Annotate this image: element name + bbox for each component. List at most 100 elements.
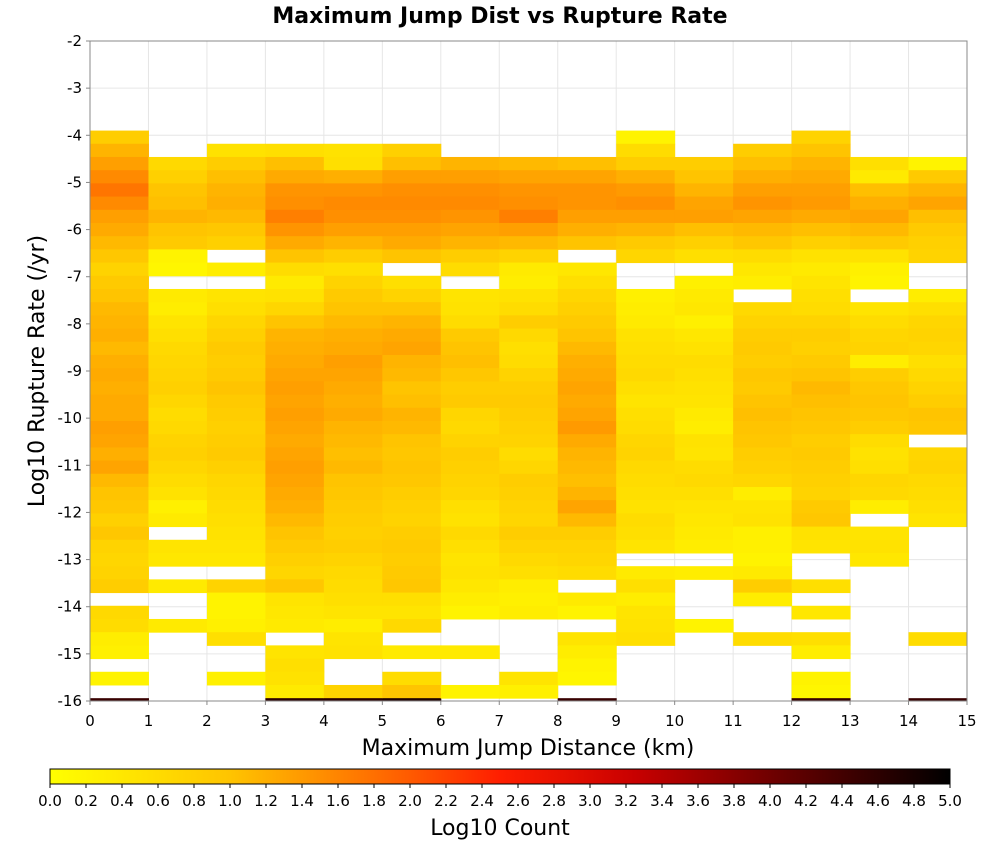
heatmap-cell xyxy=(441,315,500,329)
heatmap-cell xyxy=(90,289,149,303)
heatmap-cell xyxy=(324,368,383,382)
heatmap-cell xyxy=(265,210,324,224)
heatmap-cell xyxy=(265,381,324,395)
heatmap-cell xyxy=(441,302,500,316)
heatmap-cell xyxy=(207,197,266,211)
heatmap-cell xyxy=(616,157,675,171)
heatmap-cell xyxy=(792,408,851,422)
heatmap-cell xyxy=(909,197,968,211)
heatmap-cell xyxy=(558,408,617,422)
heatmap-cell xyxy=(909,632,968,646)
colorbar-label: Log10 Count xyxy=(430,816,570,841)
heatmap-cell xyxy=(90,579,149,593)
heatmap-cell xyxy=(441,487,500,501)
heatmap-cell xyxy=(792,368,851,382)
heatmap-cell xyxy=(148,329,207,343)
heatmap-cell xyxy=(850,408,909,422)
heatmap-cell xyxy=(324,315,383,329)
heatmap-cell xyxy=(324,210,383,224)
heatmap-cell xyxy=(148,170,207,184)
heatmap-cell xyxy=(324,197,383,211)
y-tick-label: -16 xyxy=(58,692,83,710)
y-tick-label: -9 xyxy=(67,362,82,380)
heatmap-cell xyxy=(382,236,441,250)
heatmap-cell xyxy=(733,144,792,158)
heatmap-cell xyxy=(207,487,266,501)
heatmap-cell xyxy=(265,197,324,211)
heatmap-cell xyxy=(558,395,617,409)
heatmap-cell xyxy=(733,579,792,593)
heatmap-cell xyxy=(441,408,500,422)
heatmap-cell xyxy=(441,579,500,593)
heatmap-cell xyxy=(499,368,558,382)
heatmap-cell xyxy=(324,513,383,527)
heatmap-cell xyxy=(148,342,207,356)
heatmap-cell xyxy=(207,513,266,527)
heatmap-cell xyxy=(733,632,792,646)
heatmap-cell xyxy=(324,527,383,541)
heatmap-cell xyxy=(558,381,617,395)
heatmap-cell xyxy=(90,645,149,659)
heatmap-cell xyxy=(90,500,149,514)
heatmap-cell xyxy=(207,474,266,488)
heatmap-cell xyxy=(265,447,324,461)
heatmap-cell xyxy=(558,421,617,435)
heatmap-cell xyxy=(558,513,617,527)
heatmap-cell xyxy=(265,276,324,290)
x-tick-label: 5 xyxy=(378,712,388,730)
heatmap-cell xyxy=(616,131,675,145)
heatmap-cell xyxy=(441,210,500,224)
heatmap-cell xyxy=(733,276,792,290)
heatmap-cell xyxy=(558,606,617,620)
heatmap-cell xyxy=(382,685,441,699)
x-tick-label: 14 xyxy=(899,712,918,730)
colorbar-tick-label: 3.8 xyxy=(722,792,746,810)
y-tick-label: -4 xyxy=(67,126,82,144)
heatmap-cell xyxy=(499,276,558,290)
heatmap-cell xyxy=(441,395,500,409)
heatmap-cell xyxy=(265,645,324,659)
heatmap-cell xyxy=(850,434,909,448)
heatmap-cell xyxy=(382,355,441,369)
heatmap-cell xyxy=(207,527,266,541)
heatmap-cell xyxy=(850,342,909,356)
heatmap-cell xyxy=(733,540,792,554)
heatmap-cell xyxy=(148,447,207,461)
heatmap-cell xyxy=(324,579,383,593)
heatmap-cell xyxy=(850,447,909,461)
heatmap-cell xyxy=(850,368,909,382)
heatmap-cell xyxy=(324,289,383,303)
heatmap-cell xyxy=(382,421,441,435)
y-tick-label: -7 xyxy=(67,268,82,286)
heatmap-cell xyxy=(324,461,383,475)
heatmap-cell xyxy=(207,606,266,620)
heatmap-cell xyxy=(499,263,558,277)
heatmap-cell xyxy=(733,395,792,409)
heatmap-cell xyxy=(909,329,968,343)
heatmap-cell xyxy=(909,236,968,250)
heatmap-cell xyxy=(265,329,324,343)
heatmap-cell xyxy=(792,632,851,646)
y-tick-label: -13 xyxy=(58,551,83,569)
heatmap-cell xyxy=(616,329,675,343)
heatmap-cell xyxy=(675,210,734,224)
heatmap-cell xyxy=(733,553,792,567)
heatmap-cell xyxy=(909,513,968,527)
heatmap-cells xyxy=(90,131,968,702)
heatmap-cell xyxy=(499,421,558,435)
heatmap-cell xyxy=(148,381,207,395)
heatmap-cell xyxy=(616,236,675,250)
colorbar-tick-label: 0.4 xyxy=(110,792,134,810)
heatmap-cell xyxy=(148,579,207,593)
heatmap-cell xyxy=(616,355,675,369)
heatmap-cell xyxy=(909,368,968,382)
x-tick-label: 13 xyxy=(841,712,860,730)
heatmap-cell xyxy=(675,276,734,290)
heatmap-cell xyxy=(441,289,500,303)
heatmap-cell xyxy=(558,355,617,369)
heatmap-cell xyxy=(792,355,851,369)
heatmap-cell xyxy=(265,553,324,567)
heatmap-cell xyxy=(499,527,558,541)
heatmap-cell xyxy=(733,461,792,475)
heatmap-cell xyxy=(675,461,734,475)
